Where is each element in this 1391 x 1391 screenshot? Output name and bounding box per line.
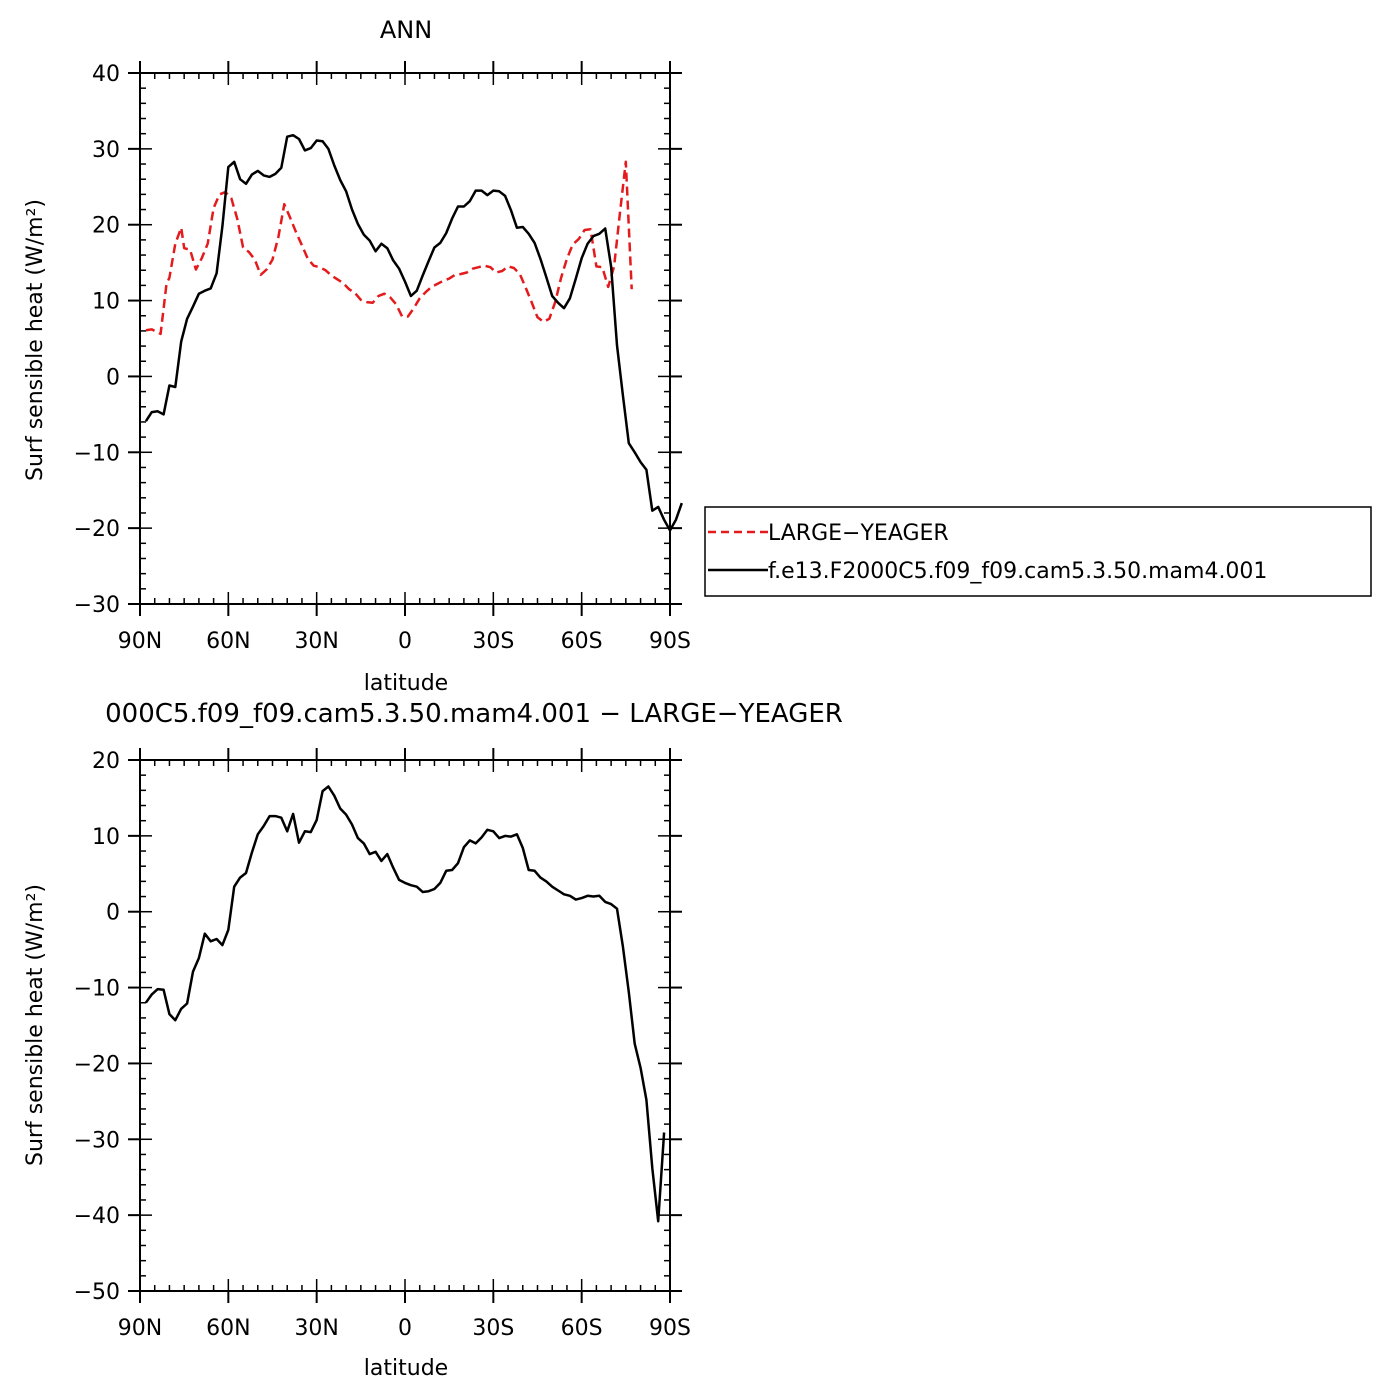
top-panel-y-tick-label: 30 — [92, 138, 120, 163]
bottom-panel-x-tick-label: 30N — [294, 1316, 338, 1341]
top-panel-y-tick-label: −20 — [74, 517, 120, 542]
top-panel-x-tick-label: 30N — [294, 629, 338, 654]
bottom-panel-x-tick-label: 0 — [398, 1316, 412, 1341]
top-panel-y-tick-label: −10 — [74, 441, 120, 466]
bottom-panel-y-tick-label: 10 — [92, 825, 120, 850]
top-panel-series-line-2 — [144, 133, 683, 532]
legend-label-series-2: f.e13.F2000C5.f09_f09.cam5.3.50.mam4.001 — [768, 559, 1267, 584]
top-panel-y-tick-label: 40 — [92, 62, 120, 87]
bottom-panel-title: 000C5.f09_f09.cam5.3.50.mam4.001 − LARGE… — [105, 699, 843, 729]
bottom-panel-x-tick-label: 90S — [649, 1316, 691, 1341]
bottom-panel-y-tick-label: −10 — [74, 977, 120, 1002]
bottom-panel-x-tick-label: 90N — [118, 1316, 162, 1341]
legend-label-series-1: LARGE−YEAGER — [768, 521, 949, 546]
top-panel-y-tick-label: 20 — [92, 214, 120, 239]
top-panel-x-tick-label: 60S — [561, 629, 603, 654]
bottom-panel-y-tick-label: −20 — [74, 1052, 120, 1077]
bottom-panel-y-tick-label: −50 — [74, 1280, 120, 1305]
bottom-panel-y-tick-label: 0 — [106, 901, 120, 926]
top-panel-y-tick-label: −30 — [74, 593, 120, 618]
top-panel-frame — [139, 72, 671, 605]
bottom-panel-x-tick-label: 60S — [561, 1316, 603, 1341]
bottom-panel-x-tick-label: 30S — [472, 1316, 514, 1341]
bottom-panel-x-axis-label: latitude — [364, 1356, 448, 1381]
bottom-panel-x-tick-label: 60N — [206, 1316, 250, 1341]
top-panel-x-tick-label: 0 — [398, 629, 412, 654]
top-panel-x-tick-label: 30S — [472, 629, 514, 654]
top-panel-series-line-1 — [145, 160, 633, 336]
top-panel-y-tick-label: 0 — [106, 365, 120, 390]
bottom-panel: 000C5.f09_f09.cam5.3.50.mam4.001 − LARGE… — [23, 699, 843, 1381]
bottom-panel-y-tick-label: −30 — [74, 1128, 120, 1153]
top-panel-plot-area: 90N 60N 30N 0 30S 60S 90S −30 −20 −10 0 10 20 30 40 — [74, 61, 691, 654]
top-panel-y-tick-label: 10 — [92, 290, 120, 315]
top-panel-y-axis-label: Surf sensible heat (W/m²) — [23, 199, 48, 481]
bottom-panel-frame — [139, 759, 671, 1292]
top-panel-x-tick-label: 60N — [206, 629, 250, 654]
top-panel: ANN 90N 60N 30N 0 30S 60S 90S −30 −20 −10 0 10 20 30 4… — [23, 16, 1372, 696]
top-panel-x-axis-label: latitude — [364, 671, 448, 696]
top-panel-x-tick-label: 90S — [649, 629, 691, 654]
legend: LARGE−YEAGER f.e13.F2000C5.f09_f09.cam5.… — [704, 506, 1372, 597]
bottom-panel-y-tick-label: −40 — [74, 1204, 120, 1229]
bottom-panel-series-line-1 — [144, 785, 666, 1223]
legend-box — [704, 506, 1372, 597]
top-panel-x-tick-label: 90N — [118, 629, 162, 654]
bottom-panel-y-tick-label: 20 — [92, 749, 120, 774]
top-panel-title: ANN — [380, 16, 432, 44]
bottom-panel-y-axis-label: Surf sensible heat (W/m²) — [23, 884, 48, 1166]
bottom-panel-plot-area: 90N 60N 30N 0 30S 60S 90S −50 −40 −30 −20 −10 0 10 20 — [74, 748, 691, 1341]
